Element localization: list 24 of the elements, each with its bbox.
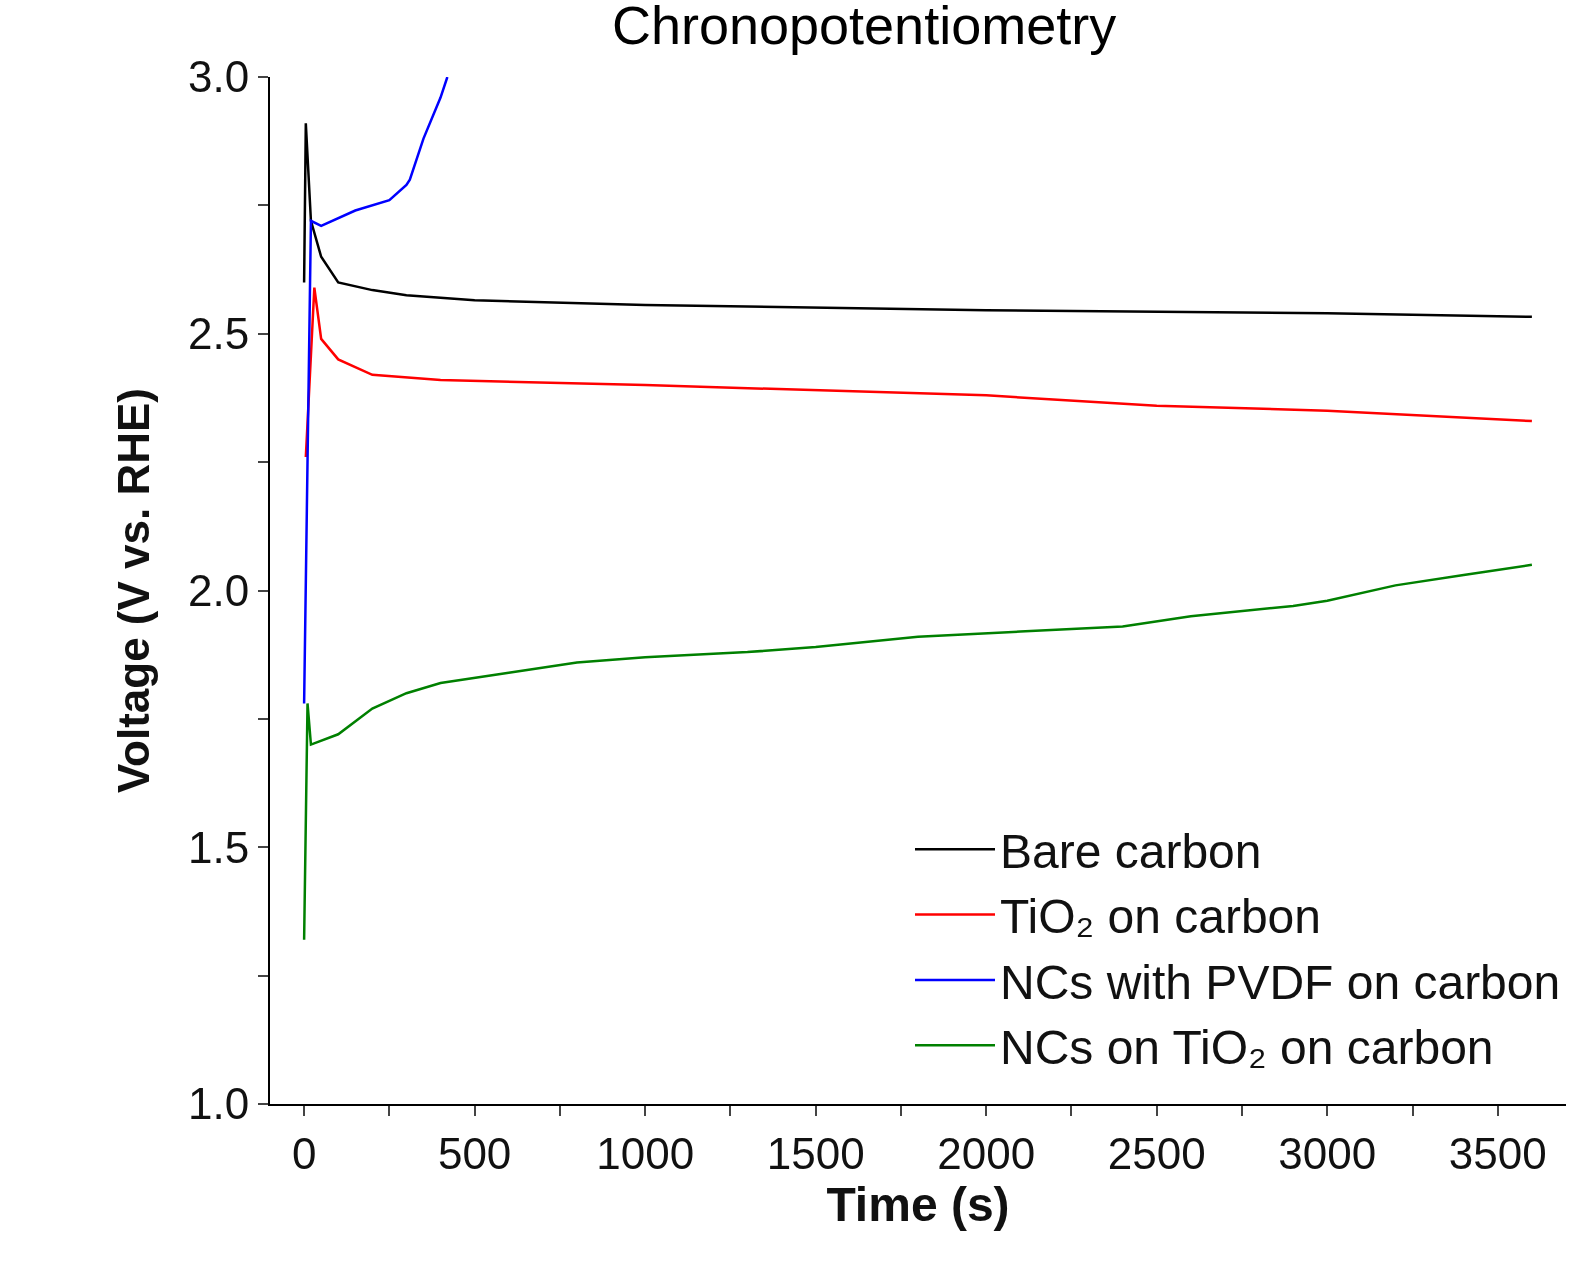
x-tick-label: 3000 xyxy=(1278,1128,1377,1178)
y-tick-label: 3.0 xyxy=(188,52,250,102)
line-series xyxy=(302,121,1534,319)
x-axis-title: Time (s) xyxy=(826,1177,1010,1231)
chart-title: Chronopotentiometry xyxy=(611,0,1117,56)
y-tick-label: 2.0 xyxy=(188,565,250,615)
x-tick-label: 500 xyxy=(437,1128,512,1178)
x-tick-label: 2000 xyxy=(937,1128,1036,1178)
x-tick-label: 0 xyxy=(291,1128,317,1178)
legend-label: TiO₂ on carbon xyxy=(1000,890,1321,944)
x-tick-label: 3500 xyxy=(1448,1128,1547,1178)
y-axis-title: Voltage (V vs. RHE) xyxy=(108,387,158,794)
line-series xyxy=(304,286,1534,459)
x-tick-label: 1500 xyxy=(766,1128,865,1178)
legend-label: NCs with PVDF on carbon xyxy=(1000,955,1561,1009)
legend-label: NCs on TiO₂ on carbon xyxy=(1000,1021,1494,1075)
x-tick-label: 1000 xyxy=(596,1128,695,1178)
x-tick-label: 2500 xyxy=(1107,1128,1206,1178)
y-tick-label: 1.0 xyxy=(188,1079,250,1129)
y-tick-label: 2.5 xyxy=(188,309,250,359)
y-tick-label: 1.5 xyxy=(188,822,250,872)
legend-label: Bare carbon xyxy=(1000,824,1262,878)
line-series xyxy=(302,563,1534,941)
line-series xyxy=(302,77,449,705)
